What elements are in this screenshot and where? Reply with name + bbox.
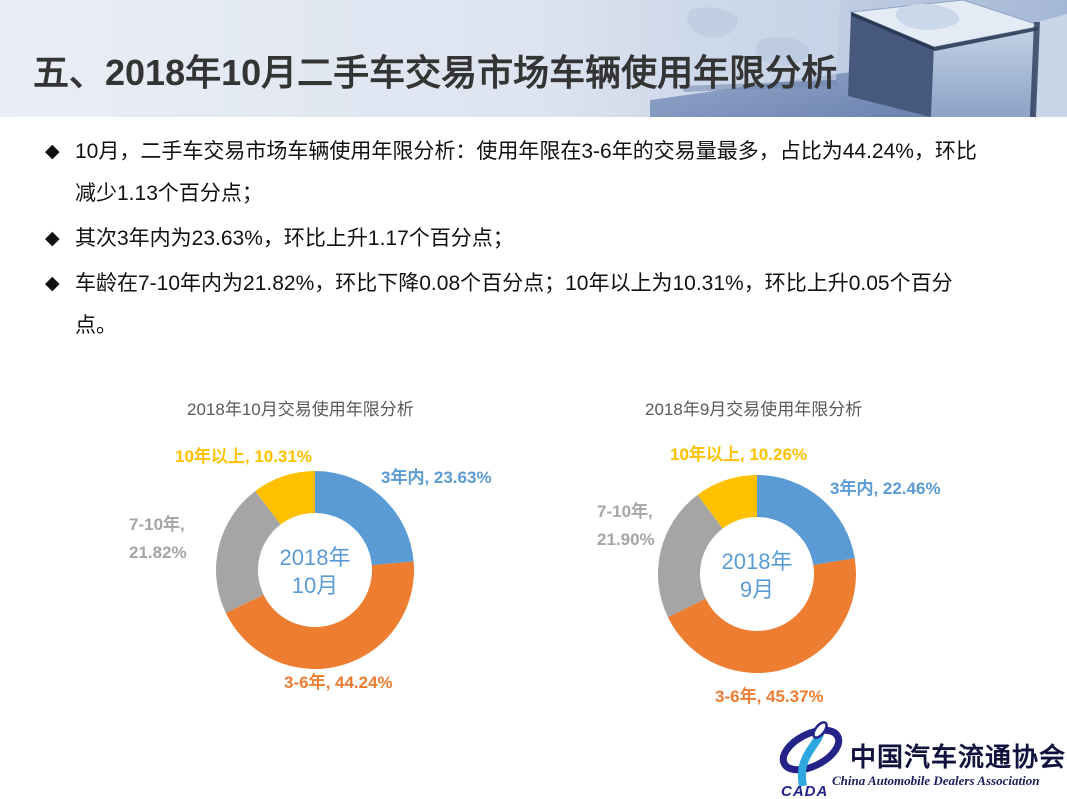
right-cube-shape (1030, 14, 1067, 117)
donut-slice-10年以上 (255, 471, 315, 525)
donut-slice-3-6年 (225, 561, 414, 669)
chart-october: 2018年10月交易使用年限分析 2018年 10月 10年以上, 10.31%… (100, 385, 587, 735)
donut-slice-3-6年 (667, 558, 856, 674)
chart-title-september: 2018年9月交易使用年限分析 (645, 400, 863, 419)
bullet-item: ◆ 其次3年内为23.63%，环比上升1.17个百分点； (45, 218, 1020, 260)
cada-logo-icon: CADA (779, 721, 843, 798)
main-cube-shape (848, 0, 1044, 117)
slide-header: 五、2018年10月二手车交易市场车辆使用年限分析 (0, 0, 1067, 117)
diamond-bullet-icon: ◆ (45, 141, 60, 162)
bullet-text: 车龄在7-10年内为21.82%，环比下降0.08个百分点；10年以上为10.3… (75, 272, 953, 337)
donut-chart-september (658, 475, 856, 674)
back-cube-shape (676, 0, 840, 92)
cada-logo: CADA 中国汽车流通协会 China Automobile Dealers A… (770, 713, 1067, 798)
diamond-bullet-icon: ◆ (45, 228, 60, 249)
label-7-10yr-line1: 7-10年, (129, 515, 185, 534)
label-3-6yr: 3-6年, 45.37% (715, 687, 824, 706)
diamond-bullet-icon: ◆ (45, 273, 60, 294)
donut-slice-10年以上 (697, 475, 757, 529)
center-label-month: 9月 (739, 577, 775, 602)
center-label-month: 10月 (291, 573, 339, 598)
label-7-10yr: 7-10年, 21.90% (597, 498, 655, 554)
label-under-3yr: 3年内, 22.46% (830, 479, 941, 498)
label-7-10yr-line2: 21.90% (597, 530, 655, 549)
bullet-text: 10月，二手车交易市场车辆使用年限分析：使用年限在3-6年的交易量最多，占比为4… (75, 140, 977, 205)
slide-title: 五、2018年10月二手车交易市场车辆使用年限分析 (33, 52, 838, 93)
header-cubes-graphic (0, 0, 1067, 117)
center-label-year: 2018年 (721, 549, 793, 574)
label-7-10yr-line1: 7-10年, (597, 502, 653, 521)
donut-slice-3年内 (757, 475, 855, 565)
donut-center-label-september: 2018年 9月 (722, 548, 793, 604)
donut-slice-7-10年 (658, 494, 723, 618)
label-over-10yr: 10年以上, 10.26% (670, 445, 808, 464)
center-label-year: 2018年 (279, 545, 351, 570)
bullet-text: 其次3年内为23.63%，环比上升1.17个百分点； (75, 227, 514, 250)
association-name-english: China Automobile Dealers Association (832, 773, 1040, 788)
association-name-chinese: 中国汽车流通协会 (850, 743, 1067, 772)
chart-title-october: 2018年10月交易使用年限分析 (187, 400, 414, 419)
donut-slice-3年内 (315, 471, 414, 566)
donut-chart-october (216, 471, 414, 669)
bullet-item: ◆ 10月，二手车交易市场车辆使用年限分析：使用年限在3-6年的交易量最多，占比… (45, 131, 1020, 215)
bullet-list: ◆ 10月，二手车交易市场车辆使用年限分析：使用年限在3-6年的交易量最多，占比… (45, 131, 1020, 350)
donut-center-label-october: 2018年 10月 (280, 544, 351, 600)
chart-september: 2018年9月交易使用年限分析 2018年 9月 10年以上, 10.26% 3… (580, 385, 1067, 735)
label-under-3yr: 3年内, 23.63% (381, 468, 492, 487)
label-over-10yr: 10年以上, 10.31% (175, 447, 313, 466)
label-3-6yr: 3-6年, 44.24% (284, 673, 393, 692)
label-7-10yr: 7-10年, 21.82% (129, 511, 187, 567)
donut-slice-7-10年 (216, 491, 281, 613)
cada-acronym: CADA (781, 783, 828, 798)
label-7-10yr-line2: 21.82% (129, 543, 187, 562)
bullet-item: ◆ 车龄在7-10年内为21.82%，环比下降0.08个百分点；10年以上为10… (45, 263, 1020, 347)
